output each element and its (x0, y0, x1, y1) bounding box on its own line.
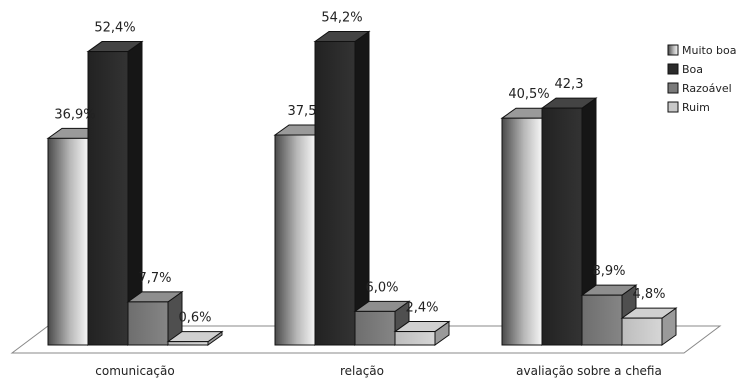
bar-front (47, 137, 89, 346)
legend-item-muito-boa: Muito boa (667, 44, 737, 57)
bar-comunicacao-razoavel (126, 290, 184, 346)
data-label-comunicacao-ruim: 0,6% (178, 311, 211, 326)
legend-item-razoavel: Razoável (667, 82, 732, 95)
legend-label: Muito boa (682, 44, 737, 57)
data-label-relacao-razoavel: 6,0% (365, 280, 398, 295)
data-label-relacao-muito-boa: 37,5 (288, 104, 317, 119)
bar-comunicacao-boa (86, 40, 144, 346)
data-label-relacao-ruim: 2,4% (405, 301, 438, 316)
bar-front (87, 51, 129, 346)
bar-comunicacao-ruim (166, 330, 224, 346)
bar-avaliacao-sobre-a-chefia-ruim (620, 307, 678, 346)
data-label-avaliacao-sobre-a-chefia-boa: 42,3 (555, 77, 584, 92)
legend-item-boa: Boa (667, 63, 703, 76)
category-label-relacao: relação (340, 364, 384, 378)
category-label-comunicacao: comunicação (95, 364, 174, 378)
data-label-avaliacao-sobre-a-chefia-razoavel: 8,9% (592, 264, 625, 279)
legend-label: Razoável (682, 82, 732, 95)
bar-front (354, 310, 396, 346)
data-label-comunicacao-razoavel: 7,7% (138, 271, 171, 286)
bar-front (541, 107, 583, 346)
category-label-avaliacao-sobre-a-chefia: avaliação sobre a chefia (516, 364, 662, 378)
data-label-avaliacao-sobre-a-chefia-ruim: 4,8% (632, 287, 665, 302)
legend-item-ruim: Ruim (667, 101, 710, 114)
bar-front (127, 301, 169, 346)
legend-label: Boa (682, 63, 703, 76)
data-label-comunicacao-muito-boa: 36,9% (54, 107, 95, 122)
bar-front (581, 294, 623, 346)
bar-side (354, 30, 370, 346)
data-labels: 36,9% 52,4% 7,7% 0,6% 37,5 54,2% 6,0% 2,4% 40,5%… (54, 10, 665, 325)
legend-swatch (667, 82, 679, 94)
bar-front (314, 40, 356, 346)
legend-label: Ruim (682, 101, 710, 114)
category-labels: comunicação relação avaliação sobre a chef… (95, 364, 662, 378)
bar-avaliacao-sobre-a-chefia-boa (540, 97, 598, 346)
bar-front (274, 134, 316, 346)
bar-relacao-ruim (393, 320, 451, 346)
bar-front (621, 317, 663, 346)
data-label-comunicacao-boa: 52,4% (94, 21, 135, 36)
bar-relacao-razoavel (353, 300, 411, 346)
bars (46, 30, 678, 346)
legend-swatch (667, 44, 679, 56)
bar-front (394, 331, 436, 346)
data-label-relacao-boa: 54,2% (321, 10, 362, 25)
legend-swatch (667, 101, 679, 113)
bar-relacao-boa (313, 30, 371, 346)
bar-front (501, 117, 543, 346)
bar-front (167, 341, 209, 346)
legend-swatch (667, 63, 679, 75)
legend: Muito boa Boa Razoável Ruim (661, 37, 753, 119)
data-label-avaliacao-sobre-a-chefia-muito-boa: 40,5% (508, 87, 549, 102)
